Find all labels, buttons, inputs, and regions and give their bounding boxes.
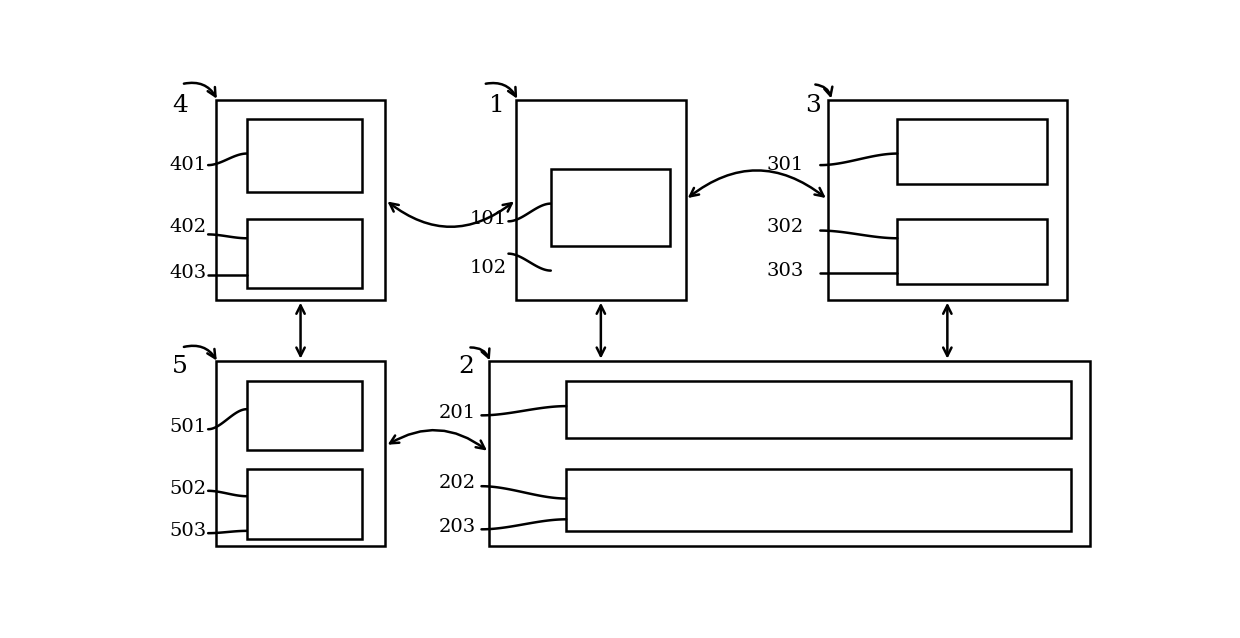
Text: 203: 203 [439, 518, 476, 536]
Bar [490, 362, 1090, 546]
Bar [828, 100, 1066, 300]
Text: 402: 402 [170, 218, 207, 235]
Bar [247, 470, 362, 538]
Bar [551, 169, 670, 246]
Text: 3: 3 [805, 94, 821, 117]
Text: 202: 202 [439, 474, 476, 492]
Text: 403: 403 [170, 264, 207, 282]
Text: 1: 1 [490, 94, 505, 117]
Text: 302: 302 [766, 218, 804, 235]
Bar [567, 470, 1070, 531]
Bar [247, 119, 362, 192]
Bar [216, 100, 386, 300]
Text: 401: 401 [170, 156, 207, 174]
Text: 101: 101 [470, 210, 507, 228]
Bar [516, 100, 686, 300]
Bar [898, 219, 1048, 285]
Text: 4: 4 [172, 94, 187, 117]
Text: 201: 201 [439, 404, 476, 422]
Text: 303: 303 [766, 262, 804, 279]
Text: 503: 503 [170, 522, 207, 540]
Bar [898, 119, 1048, 184]
Bar [567, 381, 1070, 438]
Text: 502: 502 [170, 480, 207, 498]
Text: 301: 301 [766, 156, 804, 174]
Text: 501: 501 [170, 418, 207, 436]
Bar [247, 219, 362, 288]
Bar [247, 381, 362, 450]
Text: 2: 2 [459, 355, 474, 378]
Text: 102: 102 [470, 258, 507, 276]
Text: 5: 5 [172, 355, 187, 378]
Bar [216, 362, 386, 546]
